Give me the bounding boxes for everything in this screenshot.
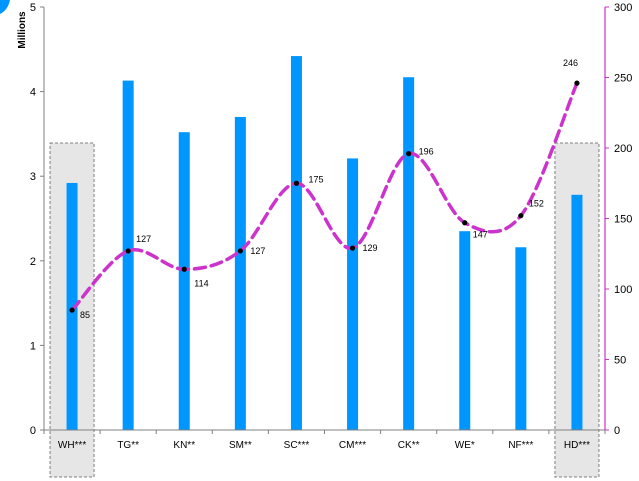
data-label: 147 (473, 230, 488, 240)
data-label: 175 (308, 174, 323, 184)
data-label: 246 (563, 58, 578, 68)
line-point (406, 151, 412, 157)
y2-tick-label: 150 (614, 214, 632, 226)
x-tick-label: WH*** (58, 440, 86, 451)
data-label: 127 (250, 246, 265, 256)
y2-tick-label: 50 (614, 355, 626, 367)
line-point (518, 213, 524, 219)
line-series (70, 81, 579, 312)
x-tick-label: WE* (455, 440, 475, 451)
x-tick-label: CM*** (339, 440, 366, 451)
bar (515, 247, 527, 430)
left-ticks: 0 1 2 3 4 5 (30, 2, 44, 437)
line-point (462, 220, 468, 226)
bar (290, 56, 302, 431)
y-tick-label: 2 (30, 256, 36, 268)
bar-series (66, 56, 583, 431)
x-tick-label: SC*** (284, 440, 310, 451)
data-label: 127 (136, 234, 151, 244)
x-tick-label: HD*** (564, 440, 590, 451)
y-tick-label: 0 (30, 425, 36, 437)
bar (122, 80, 134, 431)
line-series-path (70, 81, 579, 312)
bar (347, 158, 359, 430)
data-label: 152 (529, 199, 544, 209)
bar (178, 132, 190, 430)
data-labels: 85 127 114 127 175 129 196 147 152 246 (80, 58, 578, 320)
y2-tick-label: 200 (614, 143, 632, 155)
data-label: 114 (194, 278, 208, 288)
y2-tick-label: 0 (614, 425, 620, 437)
y-tick-label: 1 (30, 340, 36, 352)
y2-tick-label: 100 (614, 284, 632, 296)
line-points (69, 80, 580, 313)
category-labels: WH*** TG** KN** SM** SC*** CM*** CK** WE* NF*** H… (58, 440, 590, 451)
x-tick-label: CK** (398, 440, 420, 451)
data-label: 196 (419, 147, 434, 157)
data-label: 129 (363, 243, 378, 253)
data-label: 85 (80, 310, 90, 320)
line-point (69, 307, 75, 313)
x-tick-label: NF*** (508, 440, 533, 451)
x-tick-label: KN** (173, 440, 195, 451)
bar (571, 194, 583, 430)
line-point (125, 248, 131, 254)
x-tick-label: SM** (229, 440, 252, 451)
y-tick-label: 4 (30, 87, 36, 99)
line-point (293, 180, 300, 186)
line-point (237, 248, 243, 254)
category-ticks (43, 430, 606, 434)
bar (66, 182, 78, 430)
y-tick-label: 3 (30, 171, 36, 183)
line-point (349, 245, 356, 251)
right-ticks: 0 50 100 150 200 250 300 (605, 2, 632, 437)
bar (459, 231, 471, 430)
bar (403, 77, 415, 430)
y2-tick-label: 300 (614, 2, 632, 14)
line-point (181, 266, 187, 272)
corner-mark (0, 0, 10, 14)
y2-tick-label: 250 (614, 73, 632, 85)
y-tick-label: 5 (30, 2, 36, 14)
bar (234, 116, 246, 430)
x-tick-label: TG** (117, 440, 139, 451)
y-axis-title: Millions (17, 11, 28, 49)
line-point (574, 80, 580, 86)
